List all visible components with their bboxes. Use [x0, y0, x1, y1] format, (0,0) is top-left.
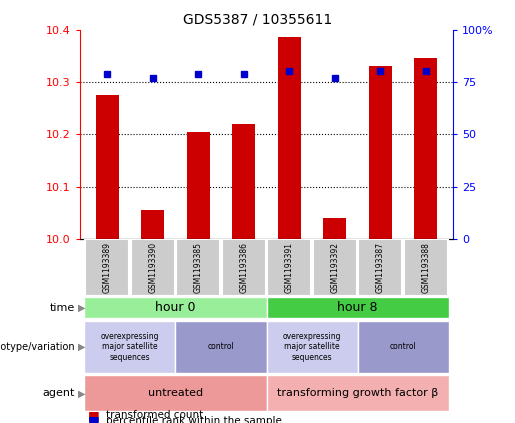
Bar: [232, 124, 255, 239]
Text: ▶: ▶: [78, 388, 86, 398]
Text: hour 0: hour 0: [155, 301, 196, 314]
Bar: [141, 210, 164, 239]
Text: overexpressing
major satellite
sequences: overexpressing major satellite sequences: [283, 332, 341, 362]
Text: GSM1193386: GSM1193386: [239, 242, 248, 293]
Bar: [84, 321, 176, 373]
Bar: [85, 239, 129, 296]
Text: ■: ■: [88, 409, 99, 422]
Text: GSM1193391: GSM1193391: [285, 242, 294, 293]
Text: genotype/variation: genotype/variation: [0, 342, 75, 352]
Text: control: control: [208, 342, 234, 352]
Text: GSM1193385: GSM1193385: [194, 242, 203, 293]
Bar: [369, 66, 392, 239]
Text: overexpressing
major satellite
sequences: overexpressing major satellite sequences: [100, 332, 159, 362]
Bar: [278, 38, 301, 239]
Bar: [176, 321, 267, 373]
Bar: [358, 239, 402, 296]
Text: GSM1193392: GSM1193392: [330, 242, 339, 293]
Bar: [84, 376, 267, 411]
Bar: [267, 239, 311, 296]
Bar: [313, 239, 357, 296]
Text: GSM1193388: GSM1193388: [421, 242, 431, 293]
Text: ▶: ▶: [78, 303, 86, 313]
Bar: [404, 239, 448, 296]
Bar: [84, 297, 267, 318]
Bar: [323, 218, 346, 239]
Text: transforming growth factor β: transforming growth factor β: [277, 388, 438, 398]
Text: transformed count: transformed count: [106, 410, 203, 420]
Bar: [131, 239, 175, 296]
Bar: [96, 95, 118, 239]
Text: GSM1193387: GSM1193387: [376, 242, 385, 293]
Text: ▶: ▶: [78, 342, 86, 352]
Bar: [267, 321, 357, 373]
Text: time: time: [49, 303, 75, 313]
Text: GSM1193390: GSM1193390: [148, 242, 157, 293]
Text: GSM1193389: GSM1193389: [102, 242, 112, 293]
Text: untreated: untreated: [148, 388, 203, 398]
Bar: [267, 297, 449, 318]
Text: control: control: [390, 342, 417, 352]
Text: agent: agent: [42, 388, 75, 398]
Bar: [187, 132, 210, 239]
Bar: [222, 239, 266, 296]
Text: GDS5387 / 10355611: GDS5387 / 10355611: [183, 13, 332, 27]
Bar: [415, 58, 437, 239]
Text: ■: ■: [88, 415, 99, 423]
Bar: [267, 376, 449, 411]
Text: hour 8: hour 8: [337, 301, 378, 314]
Bar: [176, 239, 220, 296]
Bar: [357, 321, 449, 373]
Text: percentile rank within the sample: percentile rank within the sample: [106, 416, 282, 423]
